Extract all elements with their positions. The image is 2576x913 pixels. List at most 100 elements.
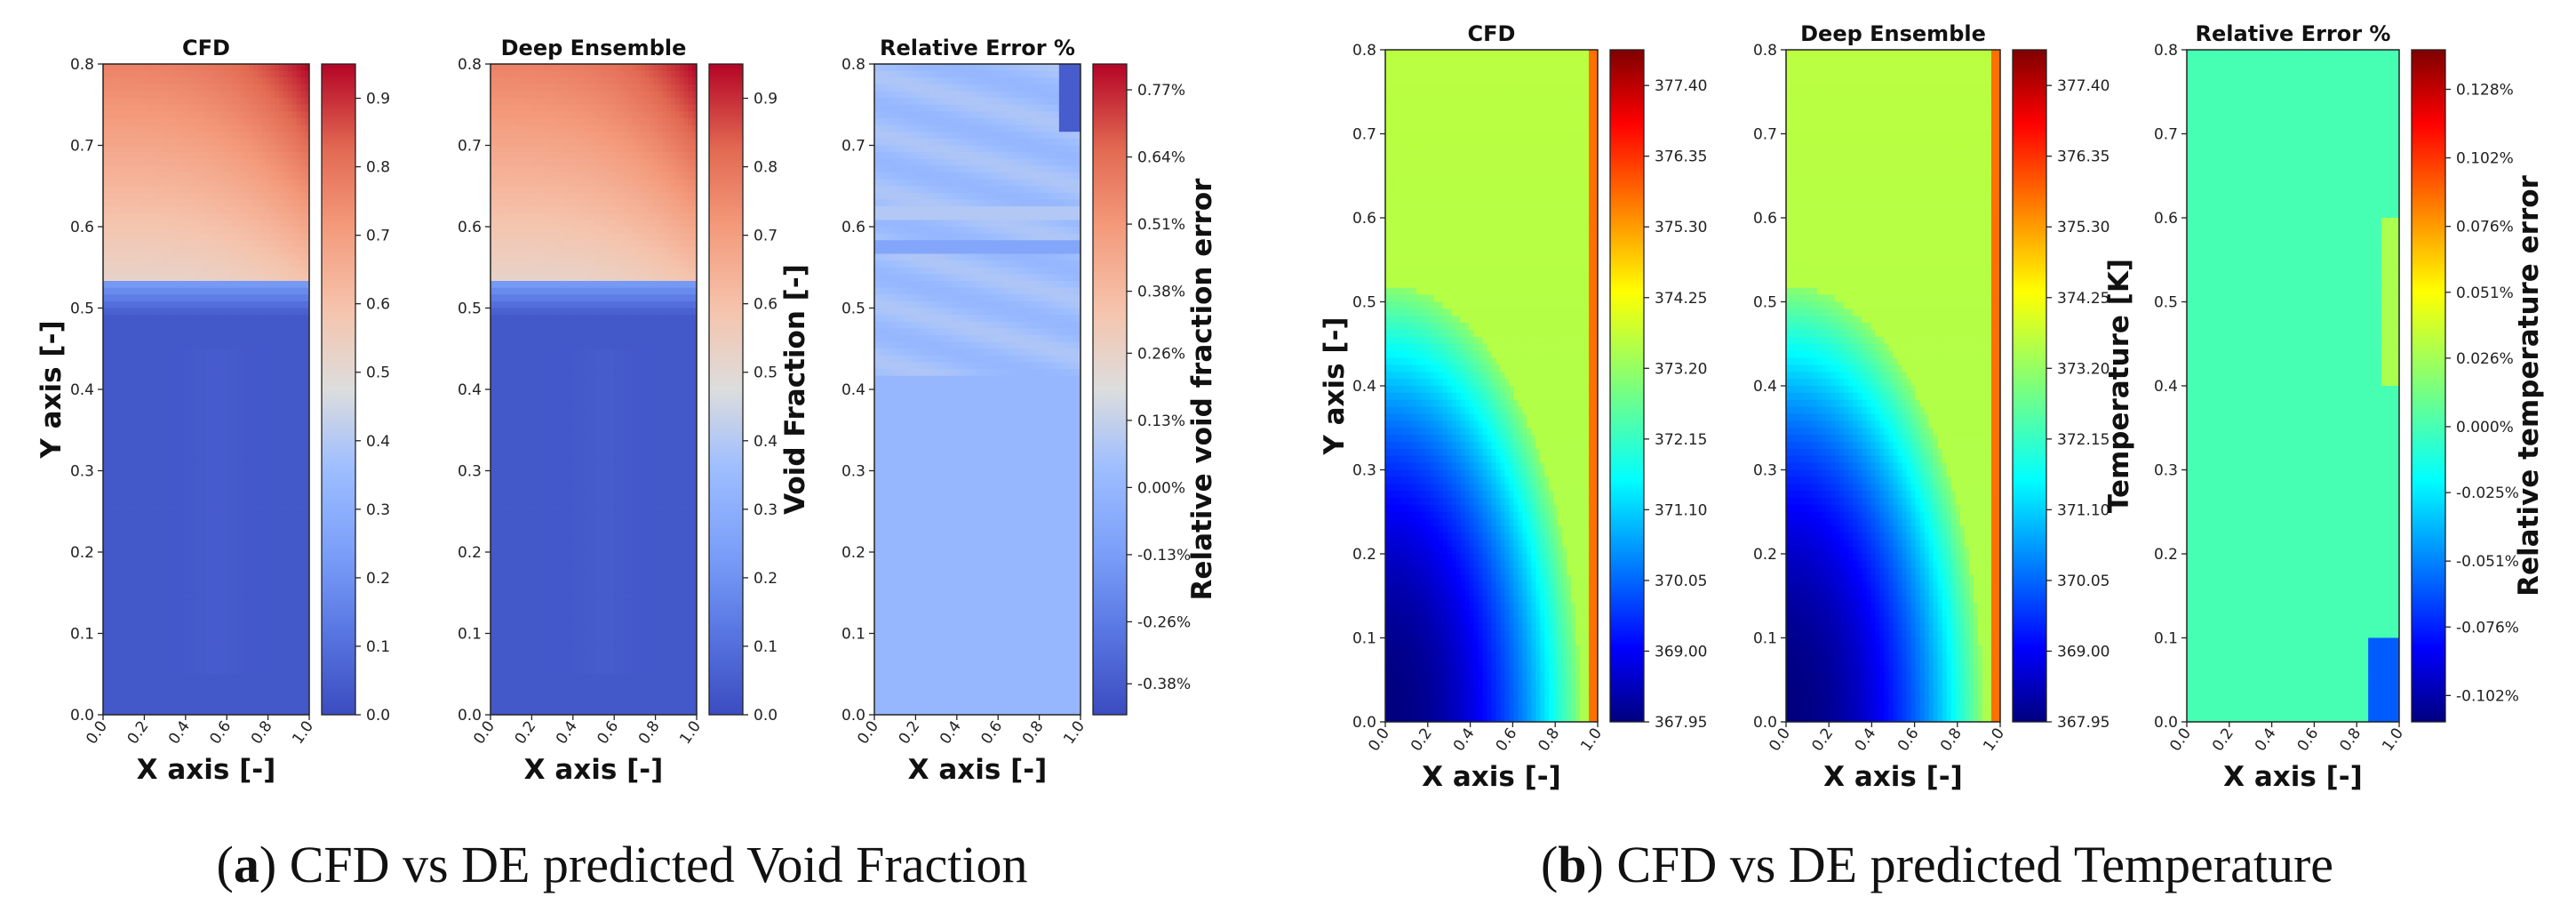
heat-cell	[568, 70, 573, 78]
heat-cell	[188, 491, 195, 499]
heat-cell	[683, 84, 689, 92]
heat-cell	[641, 70, 646, 78]
heat-cell	[223, 233, 228, 241]
heat-cell	[305, 152, 309, 160]
heat-cell	[283, 192, 289, 201]
heat-cell	[597, 64, 603, 72]
heat-cell	[305, 626, 309, 635]
heat-cell	[666, 77, 672, 85]
heat-cell	[155, 253, 160, 261]
heat-cell	[188, 687, 195, 695]
heat-cell	[249, 504, 254, 512]
heat-cell	[206, 321, 211, 329]
heat-cell	[120, 240, 125, 248]
heat-cell	[249, 565, 254, 573]
heat-cell	[606, 77, 611, 85]
heat-cell	[171, 382, 177, 390]
heat-cell	[124, 227, 130, 235]
heat-cell	[674, 98, 681, 106]
heat-cell	[244, 667, 250, 675]
heat-cell	[258, 348, 263, 356]
heat-cell	[240, 382, 246, 390]
heat-cell	[524, 70, 530, 78]
heat-cell	[305, 382, 309, 390]
heat-cell	[283, 382, 289, 390]
heat-cell	[197, 680, 203, 689]
heat-cell	[111, 436, 117, 444]
heat-cell	[129, 450, 134, 458]
heat-cell	[296, 517, 301, 526]
heat-cell	[111, 396, 117, 404]
heat-cell	[206, 429, 211, 437]
heat-cell	[150, 701, 156, 709]
heat-cell	[235, 240, 242, 248]
heat-cell	[283, 172, 289, 180]
heat-cell	[155, 118, 160, 126]
heat-cell	[240, 233, 246, 241]
heat-cell	[258, 484, 263, 492]
heat-cell	[163, 91, 169, 99]
heat-cell	[171, 640, 177, 648]
heat-cell	[197, 491, 203, 499]
heat-cell	[167, 517, 172, 526]
heat-cell	[163, 158, 169, 166]
heat-cell	[227, 450, 233, 458]
heat-cell	[202, 444, 207, 452]
heat-cell	[214, 633, 220, 641]
heat-cell	[649, 91, 655, 99]
heat-cell	[150, 111, 156, 119]
heat-cell	[176, 111, 181, 119]
heat-cell	[188, 403, 195, 411]
heat-cell	[155, 538, 160, 546]
heat-cell	[279, 409, 284, 418]
heat-cell	[137, 362, 143, 370]
heat-cell	[111, 450, 117, 458]
heat-cell	[296, 315, 301, 323]
heat-cell	[120, 620, 125, 628]
heat-cell	[150, 606, 156, 614]
heat-cell	[193, 626, 198, 635]
heat-cell	[503, 104, 508, 112]
heat-cell	[210, 463, 216, 472]
heat-cell	[176, 335, 181, 343]
heat-cell	[261, 77, 267, 85]
heat-cell	[275, 511, 280, 519]
heat-cell	[193, 396, 198, 404]
heat-cell	[141, 348, 147, 356]
heat-cell	[184, 199, 190, 207]
heat-cell	[240, 640, 246, 648]
heat-cell	[111, 227, 117, 235]
heat-cell	[546, 64, 552, 72]
heat-cell	[107, 613, 113, 621]
heat-cell	[132, 396, 139, 404]
heat-cell	[197, 620, 203, 628]
heat-cell	[232, 212, 237, 220]
heat-cell	[132, 653, 139, 661]
heat-cell	[554, 77, 560, 85]
heat-cell	[188, 579, 195, 587]
heat-cell	[249, 240, 254, 248]
heat-cell	[244, 172, 250, 180]
heat-cell	[300, 701, 306, 709]
heat-cell	[167, 98, 172, 106]
heat-cell	[223, 341, 228, 349]
heat-cell	[158, 633, 164, 641]
heat-cell	[253, 233, 259, 241]
heat-cell	[244, 409, 250, 418]
heat-cell	[232, 64, 237, 72]
heat-cell	[283, 267, 289, 275]
heat-cell	[490, 77, 496, 85]
heat-cell	[214, 532, 220, 540]
heat-cell	[103, 416, 108, 424]
heat-cell	[124, 389, 130, 397]
heat-cell	[176, 98, 181, 106]
heat-cell	[193, 70, 198, 78]
heat-cell	[129, 661, 134, 669]
heat-cell	[240, 246, 246, 255]
heat-cell	[180, 300, 186, 309]
heat-cell	[180, 633, 186, 641]
heat-cell	[184, 463, 190, 472]
heat-cell	[158, 294, 164, 302]
heat-cell	[227, 341, 233, 349]
heat-cell	[275, 158, 280, 166]
